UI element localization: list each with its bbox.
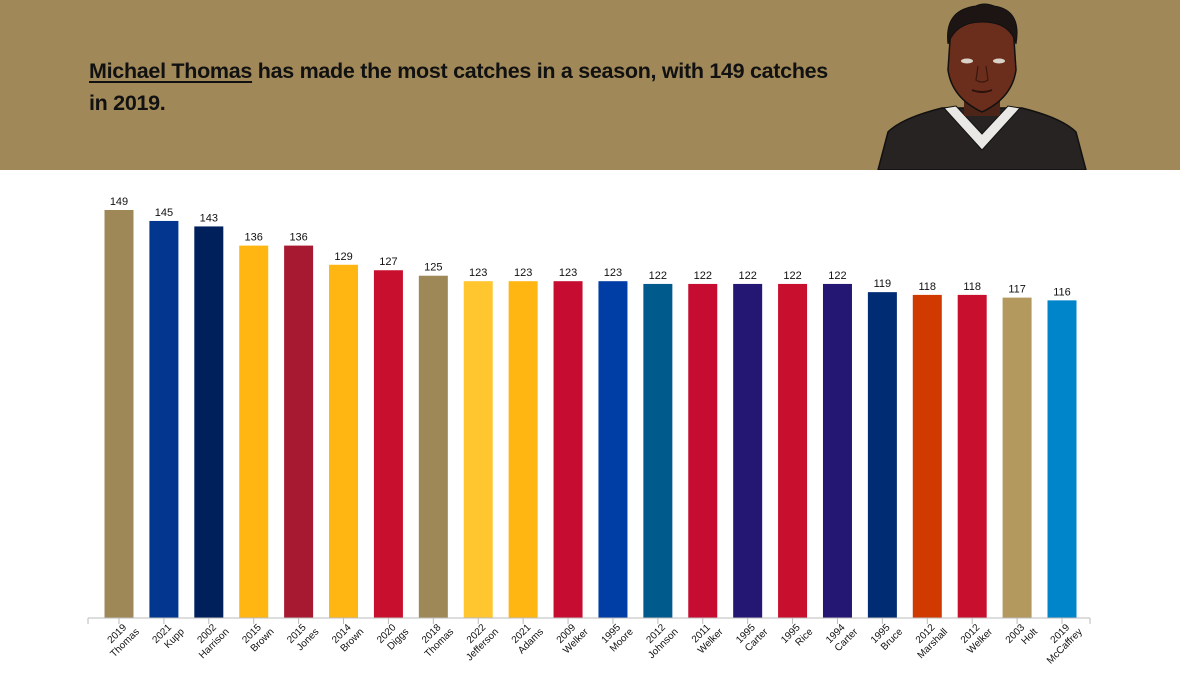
bar-value-label: 122	[828, 270, 846, 282]
bar[interactable]	[463, 281, 493, 618]
bar-value-label: 116	[1053, 286, 1071, 298]
bar-chart: 149 145 143 136 136 129 127 125 123 123 123 123 122 1…	[87, 196, 1091, 666]
bar-value-label: 149	[110, 196, 128, 208]
bar[interactable]	[149, 220, 179, 619]
bar-value-label: 122	[783, 270, 801, 282]
bar[interactable]	[957, 294, 987, 618]
bars-group: 149 145 143 136 136 129 127 125 123 123 123 123 122 1…	[104, 196, 1077, 619]
bar[interactable]	[418, 275, 448, 618]
bar[interactable]	[867, 292, 897, 618]
bar-value-label: 145	[155, 207, 173, 219]
bar-value-label: 129	[334, 251, 352, 263]
bar[interactable]	[1002, 297, 1032, 618]
bar[interactable]	[778, 283, 808, 618]
bar[interactable]	[239, 245, 269, 618]
bar-value-label: 123	[469, 267, 487, 279]
bar-value-label: 117	[1008, 284, 1026, 296]
bar[interactable]	[643, 283, 673, 618]
bar-value-label: 118	[963, 281, 981, 293]
headline: Michael Thomas has made the most catches…	[89, 55, 829, 119]
bar-value-label: 122	[649, 270, 667, 282]
bar-value-label: 118	[919, 281, 937, 293]
bar[interactable]	[508, 281, 538, 618]
bar-value-label: 143	[200, 212, 218, 224]
bar-value-label: 136	[245, 232, 263, 244]
bar[interactable]	[822, 283, 852, 618]
bar-value-label: 125	[424, 262, 442, 274]
bar[interactable]	[194, 226, 224, 618]
bar[interactable]	[688, 283, 718, 618]
bar[interactable]	[373, 270, 403, 618]
bar[interactable]	[1047, 300, 1077, 618]
header-banner: Michael Thomas has made the most catches…	[0, 0, 1180, 170]
bar[interactable]	[912, 294, 942, 618]
player-link[interactable]: Michael Thomas	[89, 59, 253, 83]
bar[interactable]	[733, 283, 763, 618]
bar[interactable]	[104, 210, 134, 618]
bar[interactable]	[329, 264, 359, 618]
bar-value-label: 136	[289, 232, 307, 244]
bar[interactable]	[598, 281, 628, 618]
bar[interactable]	[553, 281, 583, 618]
bar-value-label: 123	[559, 267, 577, 279]
player-portrait-icon	[877, 3, 1087, 170]
bar-value-label: 123	[604, 267, 622, 279]
bar-value-label: 119	[874, 278, 892, 290]
headline-text: has made the most catches in a season, w…	[89, 59, 828, 115]
bar-value-label: 127	[379, 256, 397, 268]
bar-value-label: 122	[694, 270, 712, 282]
bar-value-label: 122	[738, 270, 756, 282]
bar[interactable]	[284, 245, 314, 618]
bar-value-label: 123	[514, 267, 532, 279]
